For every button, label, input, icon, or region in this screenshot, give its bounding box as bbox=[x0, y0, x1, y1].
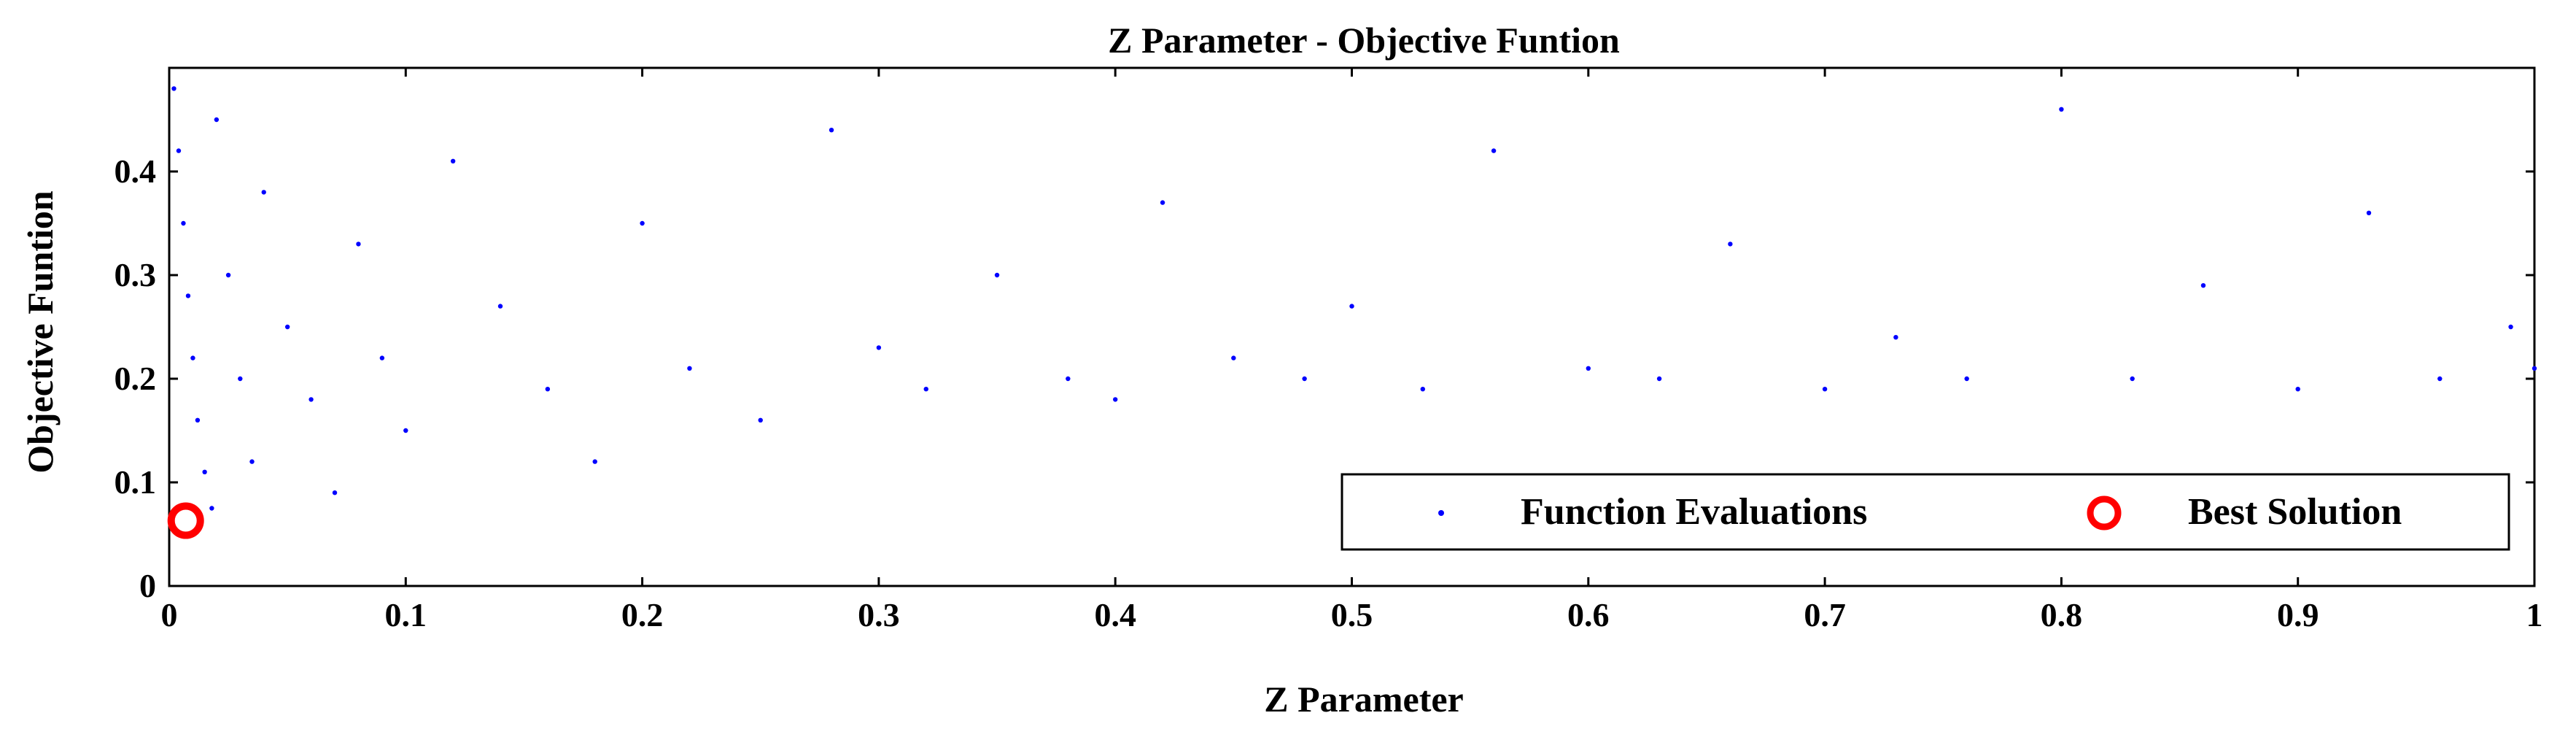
evaluation-point bbox=[545, 387, 551, 392]
x-tick-label: 0.7 bbox=[1804, 596, 1846, 633]
evaluation-point bbox=[1893, 335, 1898, 340]
y-tick-label: 0.2 bbox=[115, 360, 157, 397]
evaluation-point bbox=[829, 128, 834, 133]
evaluation-point bbox=[2508, 324, 2513, 330]
evaluation-point bbox=[379, 355, 385, 360]
evaluation-point bbox=[1491, 148, 1497, 153]
chart-title: Z Parameter - Objective Funtion bbox=[1108, 20, 1620, 61]
evaluation-point bbox=[171, 86, 176, 91]
legend-best-solution-label: Best Solution bbox=[2188, 491, 2402, 533]
legend-best-solution-marker bbox=[2087, 495, 2122, 531]
best-solution-point bbox=[167, 502, 204, 539]
y-tick-label: 0.4 bbox=[115, 153, 157, 190]
x-axis-label: Z Parameter bbox=[1264, 679, 1463, 720]
x-tick-label: 0 bbox=[161, 596, 178, 633]
evaluation-point bbox=[1231, 355, 1236, 360]
evaluation-point bbox=[261, 190, 266, 195]
best-solution-marker bbox=[167, 502, 204, 539]
evaluation-point bbox=[1586, 366, 1591, 371]
evaluation-point bbox=[202, 469, 207, 474]
x-tick-label: 0.5 bbox=[1331, 596, 1373, 633]
evaluation-point bbox=[1420, 387, 1425, 392]
x-tick-label: 0.6 bbox=[1567, 596, 1610, 633]
evaluation-point bbox=[2200, 283, 2206, 288]
evaluation-point bbox=[284, 324, 290, 330]
evaluation-point bbox=[1656, 376, 1662, 382]
evaluation-point bbox=[214, 117, 220, 123]
legend-function-evaluations-marker bbox=[1438, 510, 1444, 516]
evaluation-point bbox=[238, 376, 243, 382]
evaluation-point bbox=[923, 387, 928, 392]
x-tick-label: 0.2 bbox=[621, 596, 664, 633]
evaluation-point bbox=[403, 428, 408, 433]
x-tick-label: 1 bbox=[2526, 596, 2543, 633]
evaluation-point bbox=[1066, 376, 1071, 382]
function-evaluation-points bbox=[171, 86, 2537, 511]
legend-function-evaluations-label: Function Evaluations bbox=[1521, 491, 1867, 533]
y-tick-label: 0 bbox=[139, 567, 156, 604]
evaluation-point bbox=[249, 459, 255, 464]
evaluation-point bbox=[1349, 304, 1354, 309]
evaluation-point bbox=[758, 417, 763, 423]
evaluation-point bbox=[190, 355, 195, 360]
evaluation-point bbox=[450, 158, 456, 163]
evaluation-point bbox=[209, 506, 214, 511]
evaluation-point bbox=[640, 220, 645, 226]
evaluation-point bbox=[332, 490, 338, 495]
legend: Function Evaluations Best Solution bbox=[1341, 473, 2510, 551]
evaluation-point bbox=[687, 366, 692, 371]
axis-ticks: 0 0.1 0.2 0.3 0.4 0.5 0.6 0.7 0.8 0.9 1 0 0.1 0.2 0.3 0… bbox=[115, 68, 2543, 633]
evaluation-point bbox=[1113, 397, 1118, 402]
evaluation-point bbox=[1728, 242, 1733, 247]
evaluation-point bbox=[876, 345, 882, 350]
x-tick-label: 0.9 bbox=[2277, 596, 2319, 633]
evaluation-point bbox=[2532, 366, 2537, 371]
legend-box bbox=[1341, 473, 2510, 551]
x-tick-label: 0.4 bbox=[1094, 596, 1136, 633]
evaluation-point bbox=[309, 397, 314, 402]
evaluation-point bbox=[2059, 107, 2064, 112]
y-tick-label: 0.1 bbox=[115, 463, 157, 501]
evaluation-point bbox=[185, 293, 191, 298]
x-tick-label: 0.8 bbox=[2041, 596, 2083, 633]
evaluation-point bbox=[176, 148, 182, 153]
evaluation-point bbox=[2295, 387, 2300, 392]
evaluation-point bbox=[2437, 376, 2443, 382]
evaluation-point bbox=[225, 272, 231, 278]
evaluation-point bbox=[1964, 376, 1969, 382]
y-axis-label: Objective Funtion bbox=[20, 190, 61, 474]
x-tick-label: 0.3 bbox=[858, 596, 900, 633]
evaluation-point bbox=[195, 417, 201, 423]
x-tick-label: 0.1 bbox=[385, 596, 427, 633]
y-tick-label: 0.3 bbox=[115, 256, 157, 293]
evaluation-point bbox=[497, 304, 503, 309]
evaluation-point bbox=[1822, 387, 1828, 392]
evaluation-point bbox=[356, 242, 361, 247]
evaluation-point bbox=[592, 459, 597, 464]
evaluation-point bbox=[1160, 200, 1165, 205]
evaluation-point bbox=[2366, 210, 2372, 215]
evaluation-point bbox=[181, 220, 186, 226]
evaluation-point bbox=[2130, 376, 2135, 382]
evaluation-point bbox=[1302, 376, 1307, 382]
evaluation-point bbox=[994, 272, 1000, 278]
